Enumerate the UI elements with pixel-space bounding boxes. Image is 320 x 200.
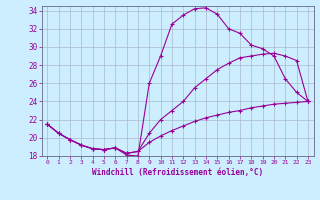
X-axis label: Windchill (Refroidissement éolien,°C): Windchill (Refroidissement éolien,°C): [92, 168, 263, 177]
